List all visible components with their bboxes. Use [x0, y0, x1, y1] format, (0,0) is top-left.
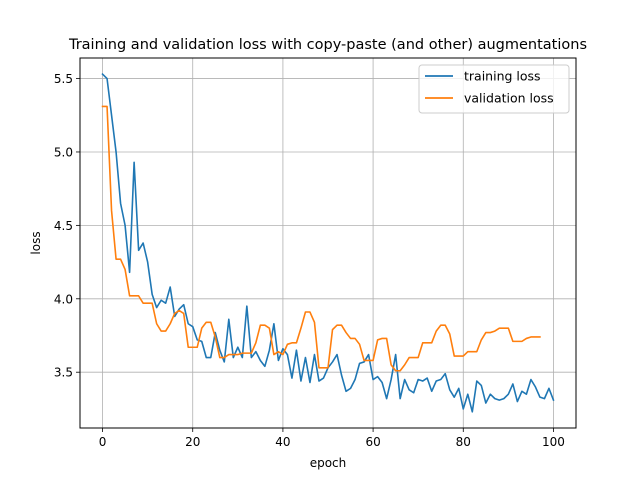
x-tick-label: 20 [185, 435, 200, 449]
y-tick-label: 3.5 [54, 366, 73, 380]
y-axis-label: loss [29, 231, 43, 254]
y-tick-label: 5.5 [54, 72, 73, 86]
x-tick-label: 60 [365, 435, 380, 449]
x-axis-ticks: 0 20 40 60 80 100 [99, 428, 565, 449]
legend-label-training: training loss [464, 69, 541, 84]
legend: training loss validation loss [418, 64, 570, 114]
x-tick-label: 100 [542, 435, 565, 449]
legend-box [418, 64, 570, 114]
x-tick-label: 0 [99, 435, 107, 449]
validation-loss-line [101, 105, 541, 372]
y-axis-ticks: 3.5 4.0 4.5 5.0 5.5 [54, 72, 80, 380]
legend-label-validation: validation loss [464, 91, 554, 106]
y-tick-label: 5.0 [54, 145, 73, 159]
x-tick-label: 40 [275, 435, 290, 449]
series-lines [101, 73, 555, 413]
chart-title: Training and validation loss with copy-p… [68, 37, 587, 53]
x-tick-label: 80 [456, 435, 471, 449]
plot-frame [79, 57, 577, 429]
x-axis-label: epoch [310, 456, 347, 470]
y-tick-label: 4.0 [54, 292, 73, 306]
y-tick-label: 4.5 [54, 219, 73, 233]
